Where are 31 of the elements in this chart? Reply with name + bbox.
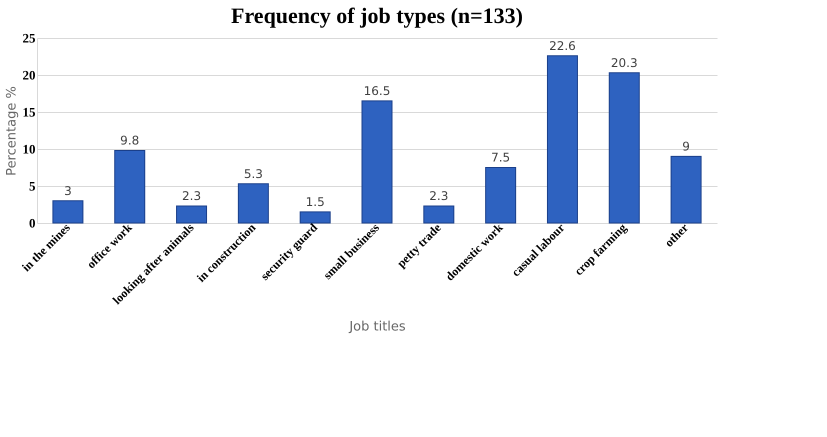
data-label: 1.5 [306,194,325,209]
y-tick-label: 20 [22,68,36,82]
data-label: 20.3 [610,56,638,70]
bar [670,156,702,224]
y-tick-label: 0 [29,216,36,230]
y-tick-label: 25 [22,30,36,46]
bar [176,205,208,224]
data-label: 5.3 [244,166,263,181]
data-label: 3 [64,184,72,198]
bar [423,205,454,224]
data-label: 7.5 [491,150,510,164]
data-label: 22.6 [549,38,576,53]
data-label: 2.3 [429,188,448,203]
y-axis-title: Percentage % [4,86,20,176]
bar [608,72,640,224]
y-tick-label: 10 [22,142,36,156]
bar [362,100,392,224]
data-label: 16.5 [364,84,390,98]
data-label: 9.8 [120,133,140,148]
bar [238,183,269,224]
bar [485,167,516,224]
data-label: 2.3 [182,188,202,203]
bar [300,211,331,224]
bar [546,55,578,224]
x-axis-title: Job titles [348,320,406,335]
y-tick-label: 5 [29,178,36,194]
y-tick-label: 15 [22,104,36,120]
chart-title: Frequency of job types (n=133) [230,3,524,28]
data-label: 9 [682,139,690,154]
bar [52,200,84,224]
bar [114,150,146,224]
